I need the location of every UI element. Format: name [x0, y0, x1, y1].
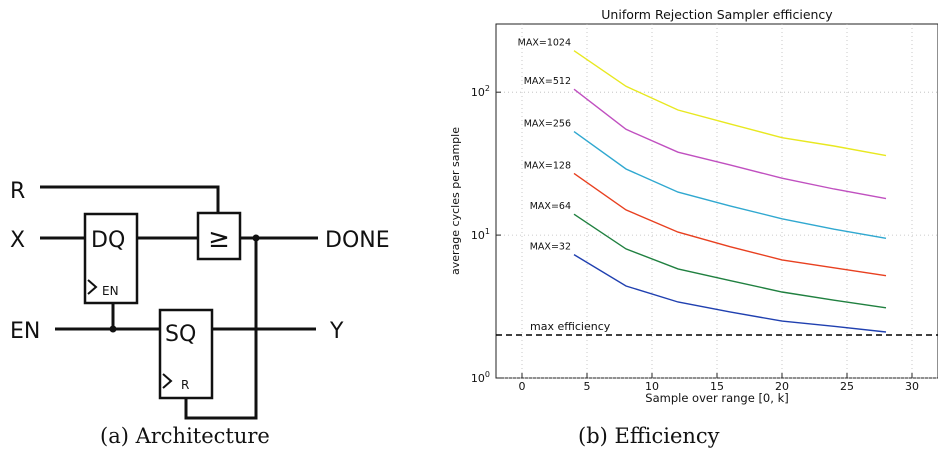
- y-tick-exponent: 1: [485, 227, 490, 236]
- series-label: MAX=256: [524, 119, 571, 130]
- x-tick-label: 30: [905, 380, 919, 393]
- series-line: [573, 172, 887, 277]
- series-labels: MAX=1024 MAX=512 MAX=256 MAX=128 MAX=64 MAX=3…: [518, 38, 571, 253]
- series-line: [573, 88, 887, 200]
- y-tick-base: 10: [471, 86, 485, 99]
- wire-r: [40, 185, 220, 213]
- y-tick-base: 10: [471, 372, 485, 385]
- y-tick-label: 102: [471, 84, 490, 99]
- latch-label: SQ: [165, 322, 196, 347]
- x-tick-label: 5: [584, 380, 591, 393]
- architecture-diagram: [40, 185, 318, 420]
- junction-en: [109, 325, 117, 333]
- input-x-label: X: [10, 228, 25, 253]
- y-tick-label: 100: [471, 370, 490, 385]
- output-y-label: Y: [329, 319, 344, 344]
- reference-line-group: max efficiency: [496, 320, 938, 336]
- latch-reset-label: R: [181, 378, 189, 392]
- y-tick-exponent: 2: [485, 84, 490, 93]
- series-label: MAX=64: [530, 201, 571, 212]
- y-axis-label: average cycles per sample: [449, 127, 462, 275]
- reference-line-label: max efficiency: [530, 320, 611, 333]
- input-en-label: EN: [10, 319, 40, 344]
- y-tick-exponent: 0: [485, 370, 490, 379]
- dff-label: DQ: [91, 228, 125, 253]
- x-tick-label: 25: [840, 380, 854, 393]
- y-tick-label: 101: [471, 227, 490, 242]
- dff-clock-marker: [87, 279, 98, 295]
- series-label: MAX=32: [530, 242, 571, 253]
- y-tick-base: 10: [471, 229, 485, 242]
- chart-title: Uniform Rejection Sampler efficiency: [601, 7, 833, 22]
- caption-efficiency: (b) Efficiency: [578, 424, 720, 448]
- comparator: [196, 211, 242, 261]
- series-line: [573, 50, 887, 157]
- junction-done: [252, 234, 260, 242]
- series-lines: [573, 50, 887, 333]
- x-tick-label: 10: [645, 380, 659, 393]
- series-label: MAX=128: [524, 160, 571, 171]
- series-label: MAX=512: [524, 76, 571, 87]
- dff-enable-label: EN: [102, 284, 119, 298]
- series-label: MAX=1024: [518, 38, 571, 49]
- output-done-label: DONE: [325, 228, 390, 253]
- x-tick-label: 15: [710, 380, 724, 393]
- input-r-label: R: [10, 179, 25, 204]
- efficiency-chart: max efficiency MAX=1024MAX=512MAX=256MAX…: [449, 7, 938, 405]
- x-tick-label: 0: [519, 380, 526, 393]
- series-line: [573, 213, 887, 309]
- caption-architecture: (a) Architecture: [100, 424, 270, 448]
- latch-clock-marker: [162, 373, 173, 389]
- series-line: [573, 131, 887, 239]
- x-tick-label: 20: [775, 380, 789, 393]
- comparator-symbol: ≥: [208, 224, 230, 254]
- series-line: [573, 254, 887, 333]
- diagram-labels: R X EN DONE Y DQ EN ≥ SQ R: [10, 179, 390, 392]
- x-ticks: 0 5 10 15 20 25 30: [519, 373, 919, 393]
- x-axis-label: Sample over range [0, k]: [645, 391, 788, 405]
